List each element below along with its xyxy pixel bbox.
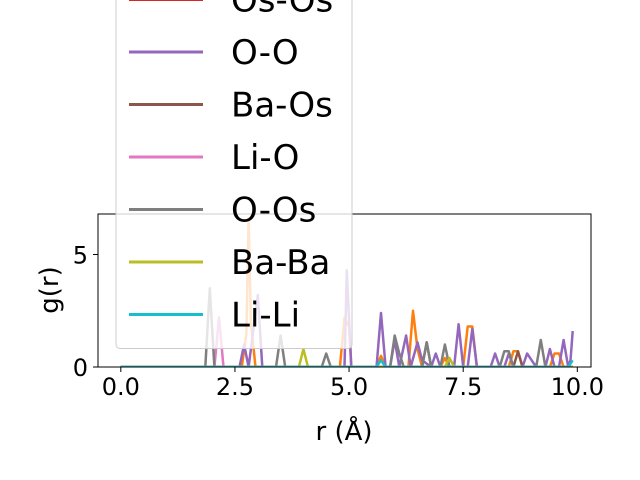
x-tick-label: 0.0: [102, 373, 140, 401]
x-tick-label: 10.0: [551, 373, 604, 401]
x-tick-label: 7.5: [444, 373, 482, 401]
y-axis-label: g(r): [35, 266, 65, 313]
y-tick-label: 0: [73, 354, 88, 382]
legend-label-3: Os-Os: [231, 0, 333, 21]
x-axis-label: r (Å): [315, 415, 372, 447]
x-ticks: 0.0 2.5 5.0 7.5 10.0: [102, 367, 604, 401]
series-line-8: [120, 347, 573, 367]
legend-label-8: Ba-Ba: [231, 243, 330, 283]
y-tick-label: 5: [73, 242, 88, 270]
legend-label-5: Ba-Os: [231, 86, 333, 126]
series-line-7: [120, 287, 573, 367]
legend-label-4: O-O: [231, 33, 299, 73]
legend-label-7: O-Os: [231, 191, 316, 231]
y-ticks: 05: [73, 242, 98, 382]
x-tick-label: 5.0: [330, 373, 368, 401]
legend-label-9: Li-Li: [231, 296, 300, 336]
x-tick-label: 2.5: [216, 373, 254, 401]
legend: Os-Os O-O Ba-Os Li-O O-Os Ba-Ba Li-Li: [115, 0, 353, 349]
series-line-9: [120, 359, 574, 367]
legend-label-6: Li-O: [231, 138, 299, 178]
